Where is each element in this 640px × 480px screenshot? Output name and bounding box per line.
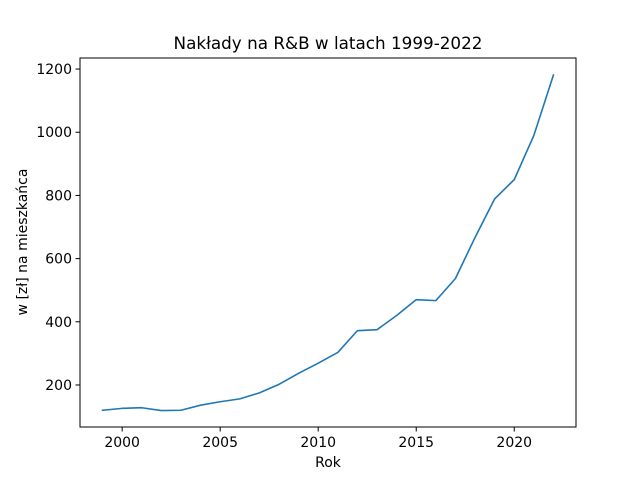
x-tick-label: 2005 <box>202 435 238 451</box>
plot-area: 2000 2005 2010 2015 2020 200 400 600 800 1000 1200 <box>36 57 577 451</box>
x-tick-label: 2010 <box>300 435 336 451</box>
x-tick-label: 2015 <box>398 435 434 451</box>
x-tick-label: 2000 <box>104 435 140 451</box>
x-tick-label: 2020 <box>496 435 532 451</box>
y-tick-label: 1200 <box>36 62 72 78</box>
y-tick-label: 600 <box>45 252 72 268</box>
y-tick-label: 200 <box>45 378 72 394</box>
y-tick-label: 800 <box>45 188 72 204</box>
y-tick-label: 1000 <box>36 125 72 141</box>
y-axis-label: w [zł] na mieszkańca <box>15 169 31 316</box>
y-tick-label: 400 <box>45 315 72 331</box>
plot-frame <box>79 57 577 428</box>
chart-title: Nakłady na R&B w latach 1999-2022 <box>174 33 483 53</box>
series-line-0 <box>101 74 555 412</box>
x-axis-label: Rok <box>315 455 342 471</box>
